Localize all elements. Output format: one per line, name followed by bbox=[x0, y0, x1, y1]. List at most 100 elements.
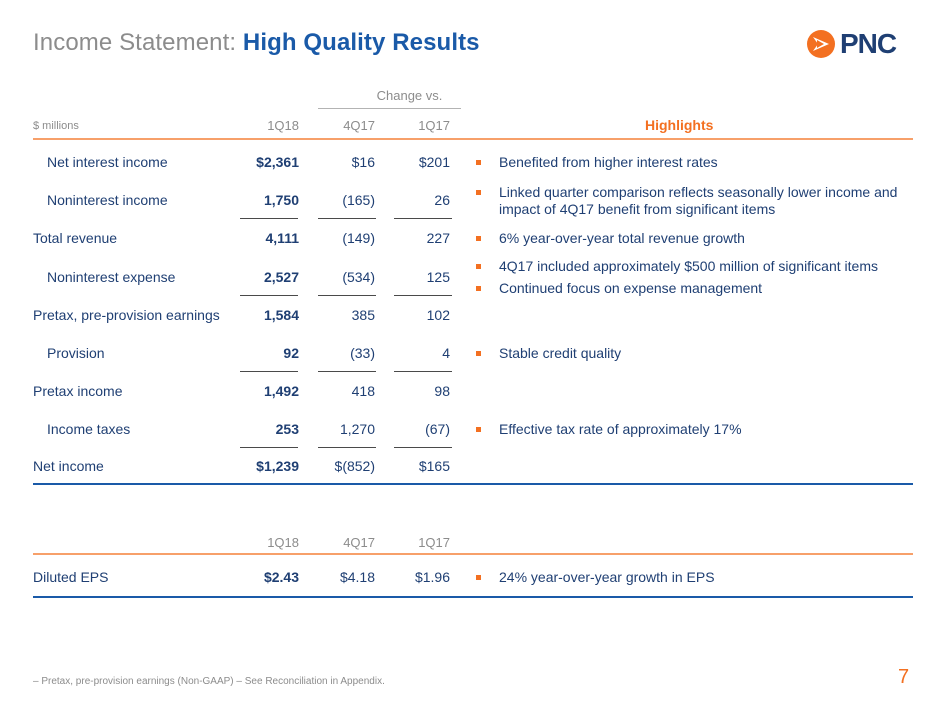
table-row: Income taxes 253 1,270 (67) bbox=[33, 421, 913, 441]
table-row: Pretax, pre-provision earnings 1,584 385… bbox=[33, 307, 913, 327]
value-1q18: 1,750 bbox=[263, 192, 299, 208]
subtotal-rule bbox=[240, 218, 298, 219]
change-1q17: (67) bbox=[425, 421, 450, 437]
eps-header-rule bbox=[33, 553, 913, 555]
eps-highlight-item: 24% year-over-year growth in EPS bbox=[476, 569, 916, 586]
table-row: Noninterest income 1,750 (165) 26 bbox=[33, 192, 913, 212]
change-vs-label: Change vs. bbox=[376, 88, 443, 103]
logo-text: PNC bbox=[840, 28, 897, 59]
highlight-item: 6% year-over-year total revenue growth bbox=[476, 230, 916, 247]
eps-col-header-1q17: 1Q17 bbox=[418, 535, 450, 550]
value-1q18: 2,527 bbox=[263, 269, 299, 285]
bullet-square-icon bbox=[476, 264, 481, 269]
change-header-row: Change vs. bbox=[33, 88, 913, 108]
change-1q17: $201 bbox=[418, 154, 450, 170]
value-1q18: $2,361 bbox=[256, 154, 299, 170]
highlight-item: Benefited from higher interest rates bbox=[476, 154, 916, 171]
change-4q17: 1,270 bbox=[339, 421, 375, 437]
change-vs-underline bbox=[318, 108, 461, 109]
change-1q17: 4 bbox=[442, 345, 450, 361]
table-bottom-rule bbox=[33, 483, 913, 485]
subtotal-rule bbox=[240, 295, 298, 296]
subtotal-rule bbox=[318, 218, 376, 219]
eps-col-header-4q17: 4Q17 bbox=[343, 535, 375, 550]
bullet-square-icon bbox=[476, 236, 481, 241]
subtotal-rule bbox=[318, 371, 376, 372]
row-label: Net income bbox=[33, 458, 104, 474]
footnote: – Pretax, pre-provision earnings (Non-GA… bbox=[33, 676, 385, 687]
header-rule bbox=[33, 138, 913, 140]
subtotal-rule bbox=[394, 218, 452, 219]
row-label: Pretax income bbox=[33, 383, 123, 399]
row-label: Noninterest income bbox=[47, 192, 168, 208]
change-4q17: $16 bbox=[351, 154, 375, 170]
bullet-square-icon bbox=[476, 427, 481, 432]
pnc-logo: PNC bbox=[806, 27, 910, 61]
row-label: Provision bbox=[47, 345, 105, 361]
value-1q18: 1,584 bbox=[263, 307, 299, 323]
row-label: Noninterest expense bbox=[47, 269, 176, 285]
table-row: Pretax income 1,492 418 98 bbox=[33, 383, 913, 403]
change-1q17: 125 bbox=[426, 269, 450, 285]
eps-value-1q17: $1.96 bbox=[414, 569, 450, 585]
subtotal-rule bbox=[394, 371, 452, 372]
col-header-1q18: 1Q18 bbox=[267, 118, 299, 133]
highlight-item: Effective tax rate of approximately 17% bbox=[476, 421, 916, 438]
eps-header-row: 1Q18 4Q17 1Q17 bbox=[33, 535, 913, 555]
bullet-square-icon bbox=[476, 160, 481, 165]
title-prefix: Income Statement: bbox=[33, 29, 237, 56]
subtotal-rule bbox=[318, 447, 376, 448]
eps-bottom-rule bbox=[33, 596, 913, 598]
subtotal-rule bbox=[394, 447, 452, 448]
table-row: Net interest income $2,361 $16 $201 bbox=[33, 154, 913, 174]
page-title: Income Statement: High Quality Results bbox=[33, 29, 480, 57]
col-header-4q17: 4Q17 bbox=[343, 118, 375, 133]
bullet-square-icon bbox=[476, 575, 481, 580]
pnc-logo-icon bbox=[807, 30, 835, 58]
eps-col-header-1q18: 1Q18 bbox=[267, 535, 299, 550]
value-1q18: 253 bbox=[275, 421, 299, 437]
row-label: Income taxes bbox=[47, 421, 131, 437]
change-1q17: 102 bbox=[426, 307, 450, 323]
eps-row: Diluted EPS $2.43 $4.18 $1.96 bbox=[33, 569, 913, 589]
bullet-square-icon bbox=[476, 190, 481, 195]
table-row: Total revenue 4,111 (149) 227 bbox=[33, 230, 913, 250]
highlights-heading: Highlights bbox=[645, 117, 714, 133]
change-4q17: (534) bbox=[342, 269, 375, 285]
change-1q17: $165 bbox=[418, 458, 450, 474]
change-1q17: 227 bbox=[426, 230, 450, 246]
change-4q17: (33) bbox=[350, 345, 375, 361]
highlight-item: Linked quarter comparison reflects seaso… bbox=[476, 184, 916, 218]
value-1q18: $1,239 bbox=[256, 458, 299, 474]
eps-value-1q18: $2.43 bbox=[263, 569, 299, 585]
value-1q18: 1,492 bbox=[263, 383, 299, 399]
page-number: 7 bbox=[898, 666, 910, 688]
value-1q18: 4,111 bbox=[265, 230, 300, 246]
subtotal-rule bbox=[240, 371, 298, 372]
title-highlight: High Quality Results bbox=[242, 29, 480, 56]
eps-value-4q17: $4.18 bbox=[339, 569, 375, 585]
row-label: Net interest income bbox=[47, 154, 168, 170]
subtotal-rule bbox=[240, 447, 298, 448]
eps-label: Diluted EPS bbox=[33, 569, 109, 585]
change-4q17: 385 bbox=[351, 307, 375, 323]
col-header-1q17: 1Q17 bbox=[418, 118, 450, 133]
table-row: Net income $1,239 $(852) $165 bbox=[33, 458, 913, 478]
change-4q17: 418 bbox=[351, 383, 375, 399]
change-4q17: (165) bbox=[342, 192, 375, 208]
change-4q17: $(852) bbox=[334, 458, 375, 474]
table-row: Noninterest expense 2,527 (534) 125 bbox=[33, 269, 913, 289]
highlight-item: 4Q17 included approximately $500 million… bbox=[476, 258, 916, 275]
value-1q18: 92 bbox=[283, 345, 299, 361]
change-1q17: 98 bbox=[434, 383, 450, 399]
bullet-square-icon bbox=[476, 351, 481, 356]
change-1q17: 26 bbox=[434, 192, 450, 208]
highlight-item: Continued focus on expense management bbox=[476, 280, 916, 297]
bullet-square-icon bbox=[476, 286, 481, 291]
table-header-row: $ millions 1Q18 4Q17 1Q17 bbox=[33, 118, 913, 138]
units-label: $ millions bbox=[33, 120, 79, 132]
row-label: Pretax, pre-provision earnings bbox=[33, 307, 220, 323]
highlight-item: Stable credit quality bbox=[476, 345, 916, 362]
table-row: Provision 92 (33) 4 bbox=[33, 345, 913, 365]
subtotal-rule bbox=[318, 295, 376, 296]
